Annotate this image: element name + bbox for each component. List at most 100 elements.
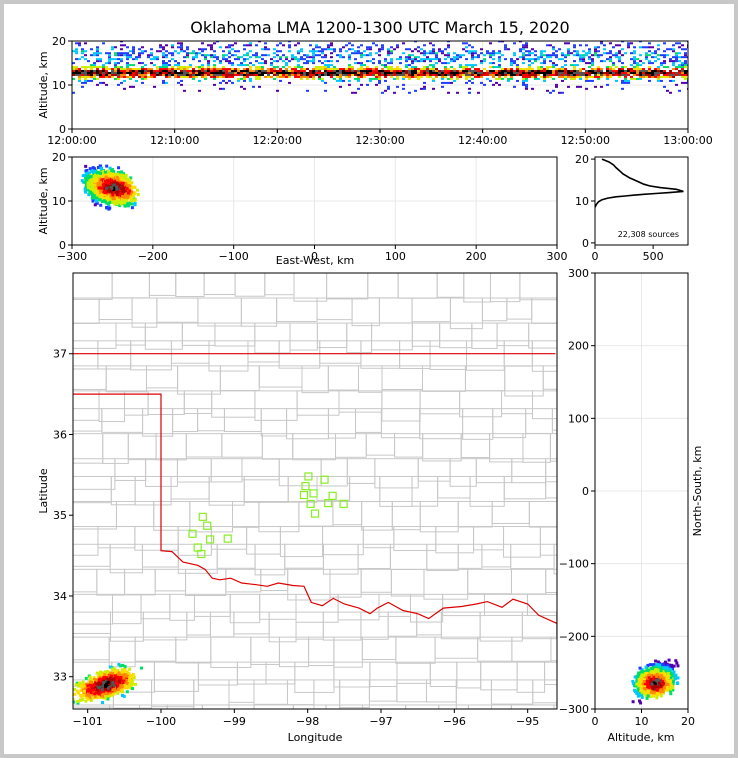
source-cell bbox=[114, 52, 117, 55]
source-cell bbox=[180, 68, 183, 71]
source-cell bbox=[114, 669, 118, 673]
source-cell bbox=[378, 72, 381, 74]
source-cell bbox=[525, 50, 528, 53]
source-cell bbox=[162, 81, 165, 84]
source-cell bbox=[300, 77, 303, 80]
county bbox=[456, 661, 482, 689]
source-cell bbox=[504, 70, 507, 73]
source-cell bbox=[109, 186, 113, 190]
source-cell bbox=[84, 73, 87, 76]
source-cell bbox=[121, 663, 125, 667]
county bbox=[153, 661, 199, 692]
county bbox=[464, 365, 506, 392]
source-cell bbox=[600, 68, 603, 71]
source-cell bbox=[615, 56, 618, 59]
county bbox=[228, 704, 255, 709]
source-cell bbox=[663, 54, 666, 57]
source-cell bbox=[78, 682, 82, 686]
source-cell bbox=[117, 77, 120, 80]
source-cell bbox=[183, 56, 186, 59]
county bbox=[501, 390, 534, 415]
source-cell bbox=[420, 58, 423, 61]
source-cell bbox=[87, 193, 91, 197]
county bbox=[360, 340, 401, 369]
source-cell bbox=[534, 70, 537, 73]
source-cell bbox=[177, 52, 180, 55]
source-cell bbox=[537, 68, 540, 71]
source-cell bbox=[405, 66, 408, 69]
source-cell bbox=[408, 54, 411, 57]
source-cell bbox=[276, 66, 279, 69]
source-cell bbox=[480, 48, 483, 51]
source-cell bbox=[642, 70, 645, 73]
source-cell bbox=[651, 70, 654, 73]
source-cell bbox=[366, 73, 369, 76]
county bbox=[346, 322, 373, 354]
source-cell bbox=[118, 204, 122, 208]
source-cell bbox=[423, 72, 426, 74]
source-cell bbox=[471, 56, 474, 59]
source-cell bbox=[432, 87, 435, 90]
source-cell bbox=[576, 73, 579, 76]
source-cell bbox=[498, 73, 501, 76]
source-cell bbox=[603, 44, 606, 47]
source-cell bbox=[246, 72, 249, 74]
source-cell bbox=[468, 68, 471, 71]
source-cell bbox=[216, 41, 219, 43]
source-cell bbox=[369, 72, 372, 74]
source-cell bbox=[447, 46, 450, 49]
source-cell bbox=[336, 54, 339, 57]
source-cell bbox=[106, 169, 110, 173]
source-cell bbox=[459, 64, 462, 67]
source-cell bbox=[594, 54, 597, 57]
source-cell bbox=[87, 66, 90, 69]
source-cell bbox=[324, 64, 327, 67]
source-cell bbox=[657, 79, 660, 82]
source-cell bbox=[99, 690, 103, 694]
source-cell bbox=[543, 75, 546, 78]
source-cell bbox=[201, 73, 204, 76]
source-cell bbox=[528, 58, 531, 61]
source-cell bbox=[567, 85, 570, 88]
source-cell bbox=[72, 73, 75, 76]
source-cell bbox=[123, 87, 126, 90]
source-cell bbox=[414, 75, 417, 78]
source-cell bbox=[489, 73, 492, 76]
source-cell bbox=[645, 58, 648, 61]
source-cell bbox=[441, 50, 444, 53]
source-cell bbox=[204, 75, 207, 78]
source-cell bbox=[102, 186, 106, 190]
source-cell bbox=[228, 60, 231, 63]
source-cell bbox=[438, 48, 441, 51]
source-cell bbox=[423, 87, 426, 90]
source-cell bbox=[131, 679, 135, 683]
source-cell bbox=[93, 195, 97, 199]
source-cell bbox=[681, 62, 684, 65]
source-cell bbox=[102, 81, 105, 84]
source-cell bbox=[121, 182, 125, 186]
source-cell bbox=[606, 77, 609, 80]
source-cell bbox=[123, 79, 126, 82]
source-cell bbox=[522, 73, 525, 76]
source-cell bbox=[573, 77, 576, 80]
county bbox=[419, 390, 461, 415]
county-boundaries bbox=[73, 273, 557, 709]
histogram-line bbox=[595, 158, 684, 208]
county bbox=[240, 297, 278, 327]
source-cell bbox=[162, 72, 165, 74]
source-cell bbox=[618, 60, 621, 63]
source-cell bbox=[243, 48, 246, 51]
source-cell bbox=[126, 181, 130, 185]
source-cell bbox=[141, 72, 144, 74]
source-cell bbox=[141, 52, 144, 55]
source-cell bbox=[645, 54, 648, 57]
source-cell bbox=[121, 195, 125, 199]
source-cell bbox=[77, 684, 81, 688]
source-cell bbox=[177, 75, 180, 78]
source-cell bbox=[552, 54, 555, 57]
source-cell bbox=[129, 181, 133, 185]
source-cell bbox=[96, 172, 100, 176]
source-cell bbox=[162, 48, 165, 51]
source-cell bbox=[99, 73, 102, 76]
